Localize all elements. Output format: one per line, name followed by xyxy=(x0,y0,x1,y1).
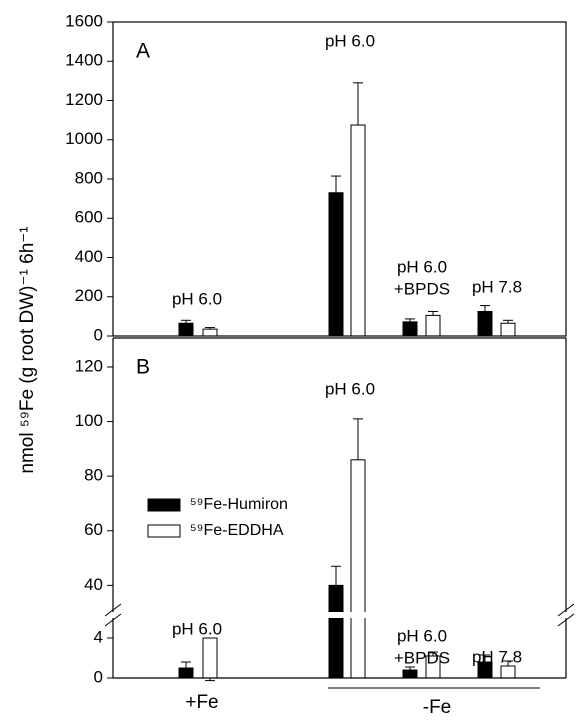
annotation: pH 7.8 xyxy=(472,277,522,296)
bar xyxy=(350,124,366,337)
annotation: +BPDS xyxy=(394,279,450,298)
bar xyxy=(328,192,344,337)
legend-label: ⁵⁹Fe-Humiron xyxy=(190,496,288,513)
annotation: pH 6.0 xyxy=(397,257,447,276)
bar xyxy=(350,459,366,679)
y-tick-label: 60 xyxy=(84,520,103,539)
y-tick-label: 1200 xyxy=(65,90,103,109)
bar xyxy=(402,669,418,679)
y-tick-label: 400 xyxy=(75,247,103,266)
y-tick-label: 100 xyxy=(75,411,103,430)
bar xyxy=(500,665,516,679)
y-tick-label: 120 xyxy=(75,356,103,375)
bar xyxy=(328,584,344,679)
annotation: pH 6.0 xyxy=(397,626,447,645)
legend-label: ⁵⁹Fe-EDDHA xyxy=(190,522,284,539)
x-group-label: -Fe xyxy=(423,697,452,718)
y-tick-label: 800 xyxy=(75,168,103,187)
bar xyxy=(477,310,493,337)
y-tick-label: 4 xyxy=(94,627,103,646)
annotation: pH 6.0 xyxy=(172,619,222,638)
bar xyxy=(202,328,218,337)
axis-break-gap xyxy=(103,612,576,618)
y-tick-label: 40 xyxy=(84,575,103,594)
y-tick-label: 1000 xyxy=(65,129,103,148)
annotation: pH 6.0 xyxy=(325,31,375,50)
panel-label: A xyxy=(136,40,150,63)
y-tick-label: 0 xyxy=(94,325,103,344)
legend-swatch xyxy=(147,498,181,512)
frame xyxy=(112,21,567,337)
bar xyxy=(202,637,218,679)
panel-label: B xyxy=(136,356,150,379)
legend-swatch xyxy=(147,524,181,538)
y-tick-label: 1600 xyxy=(65,11,103,30)
x-group-label: +Fe xyxy=(185,692,218,713)
annotation: +BPDS xyxy=(394,648,450,667)
y-tick-label: 0 xyxy=(94,667,103,686)
y-tick-label: 600 xyxy=(75,208,103,227)
bar xyxy=(178,667,194,679)
annotation: pH 7.8 xyxy=(472,647,522,666)
y-tick-label: 80 xyxy=(84,466,103,485)
annotation: pH 6.0 xyxy=(325,379,375,398)
bar xyxy=(500,322,516,337)
bar xyxy=(425,314,441,337)
y-tick-label: 1400 xyxy=(65,51,103,70)
y-axis-label: nmol ⁵⁹Fe (g root DW)⁻¹ 6h⁻¹ xyxy=(17,226,38,473)
bar xyxy=(402,321,418,337)
annotation: pH 6.0 xyxy=(172,289,222,308)
bar xyxy=(178,322,194,337)
y-tick-label: 200 xyxy=(75,286,103,305)
